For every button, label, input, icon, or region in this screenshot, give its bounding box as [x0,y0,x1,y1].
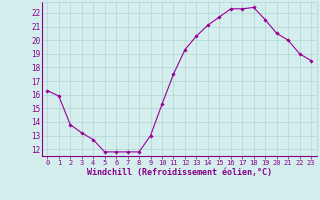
X-axis label: Windchill (Refroidissement éolien,°C): Windchill (Refroidissement éolien,°C) [87,168,272,177]
